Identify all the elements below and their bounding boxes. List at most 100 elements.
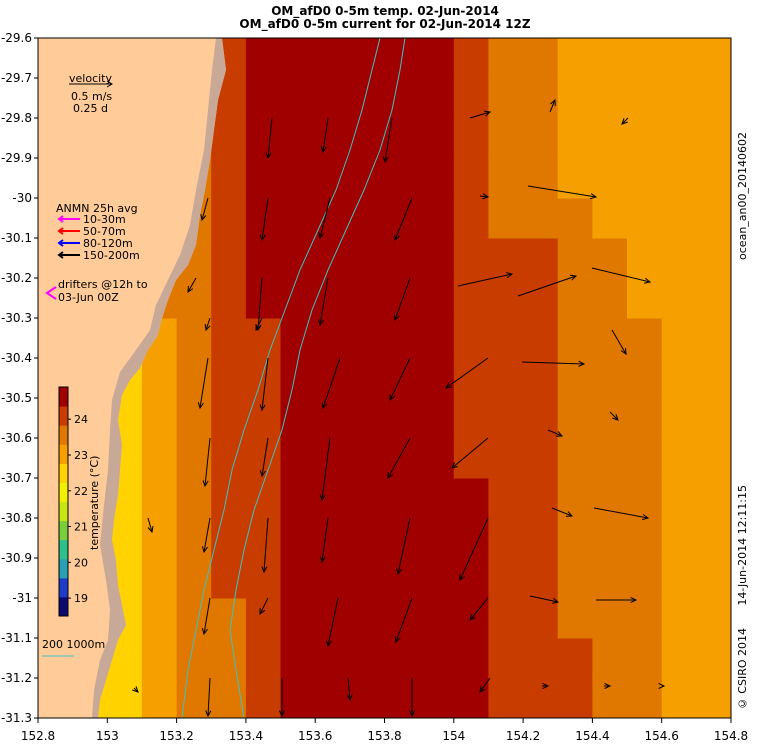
temperature-cell (661, 518, 697, 559)
temperature-cell (141, 558, 177, 599)
temperature-cell (419, 678, 455, 719)
current-arrow (346, 677, 353, 702)
temperature-cell (211, 638, 247, 679)
temperature-cell (696, 38, 732, 79)
coastal-rock-fringe (92, 38, 226, 718)
anmn-legend-entry: 150-200m (57, 249, 140, 262)
map-title: OM_afD0 0-5m temp. 02-Jun-2014 (271, 4, 499, 19)
anmn-legend-label: 10-30m (83, 213, 126, 226)
temperature-cell (488, 38, 524, 79)
current-arrow (621, 117, 629, 125)
temperature-cell (384, 598, 420, 639)
temperature-cell (592, 318, 628, 359)
temperature-cell (245, 398, 281, 439)
temperature-cell (523, 638, 559, 679)
coastline-land (38, 38, 226, 718)
current-arrow (469, 597, 489, 621)
x-tick-label: 152.8 (21, 729, 55, 743)
temperature-cell (384, 678, 420, 719)
temperature-cell (280, 598, 316, 639)
temperature-cell (592, 198, 628, 239)
temperature-cell (627, 118, 663, 159)
temperature-cell (696, 638, 732, 679)
current-arrow (197, 357, 209, 410)
temperature-cell (176, 318, 212, 359)
current-arrow (593, 507, 650, 521)
current-arrow (321, 357, 341, 410)
temperature-cell (315, 38, 351, 79)
temperature-cell (592, 158, 628, 199)
temperature-cell (523, 478, 559, 519)
temperature-cell (627, 78, 663, 119)
land-polygon (38, 38, 226, 718)
colorbar-stripe (59, 577, 68, 598)
temperature-cell (488, 438, 524, 479)
temperature-cell (627, 318, 663, 359)
temperature-cell (419, 78, 455, 119)
temperature-cell (315, 638, 351, 679)
temperature-cell (627, 158, 663, 199)
current-arrow (479, 193, 490, 200)
temperature-cell (592, 38, 628, 79)
temperature-cell (280, 518, 316, 559)
colorbar-tick-label: 20 (74, 556, 88, 569)
temperature-cell (557, 358, 593, 399)
temperature-cell (453, 118, 489, 159)
temperature-cell (384, 638, 420, 679)
temperature-cell (141, 478, 177, 519)
y-tick-label: -29.9 (1, 151, 32, 165)
drifter-legend-marker (45, 286, 57, 300)
temperature-cell (661, 438, 697, 479)
temperature-cell (696, 438, 732, 479)
temperature-cell (349, 358, 385, 399)
temperature-cell (453, 38, 489, 79)
temperature-cell (627, 398, 663, 439)
x-tick-label: 154.2 (506, 729, 540, 743)
temperature-cell (419, 398, 455, 439)
y-tick-label: -30.2 (1, 271, 32, 285)
temperature-cell (245, 118, 281, 159)
temperature-cell (245, 598, 281, 639)
temperature-cell (592, 558, 628, 599)
temperature-cell (280, 358, 316, 399)
temperature-cell (176, 518, 212, 559)
temperature-cell (453, 478, 489, 519)
temperature-cell (280, 438, 316, 479)
drifter-legend-line2: 03-Jun 00Z (58, 291, 119, 304)
temperature-cell (557, 398, 593, 439)
temperature-cell (176, 398, 212, 439)
temperature-cell (627, 638, 663, 679)
temperature-cell (661, 198, 697, 239)
anmn-legend-title: ANMN 25h avg (56, 202, 138, 215)
temperature-cell (211, 438, 247, 479)
temperature-cell (280, 678, 316, 719)
temperature-cell (315, 438, 351, 479)
temperature-cell (349, 518, 385, 559)
y-tick-label: -31.2 (1, 671, 32, 685)
temperature-cell (523, 358, 559, 399)
temperature-cell (349, 478, 385, 519)
temperature-cell (419, 278, 455, 319)
current-arrow (187, 277, 197, 294)
temperature-cell (245, 558, 281, 599)
colorbar-stripe (59, 387, 68, 407)
temperature-cell (419, 238, 455, 279)
current-arrow (596, 596, 638, 604)
isobath-legend-label: 200 1000m (42, 638, 105, 651)
temperature-cell (523, 78, 559, 119)
temperature-cell (523, 558, 559, 599)
temperature-cell (696, 598, 732, 639)
temperature-cell (453, 638, 489, 679)
temperature-cell (557, 318, 593, 359)
temperature-cell (280, 158, 316, 199)
temperature-cell (627, 518, 663, 559)
current-arrow (549, 98, 556, 113)
temperature-cell (661, 78, 697, 119)
temperature-cell (592, 478, 628, 519)
temperature-cell (315, 558, 351, 599)
current-arrow (326, 597, 339, 648)
temperature-cell (315, 78, 351, 119)
current-arrow (201, 517, 211, 554)
temperature-cell (419, 558, 455, 599)
